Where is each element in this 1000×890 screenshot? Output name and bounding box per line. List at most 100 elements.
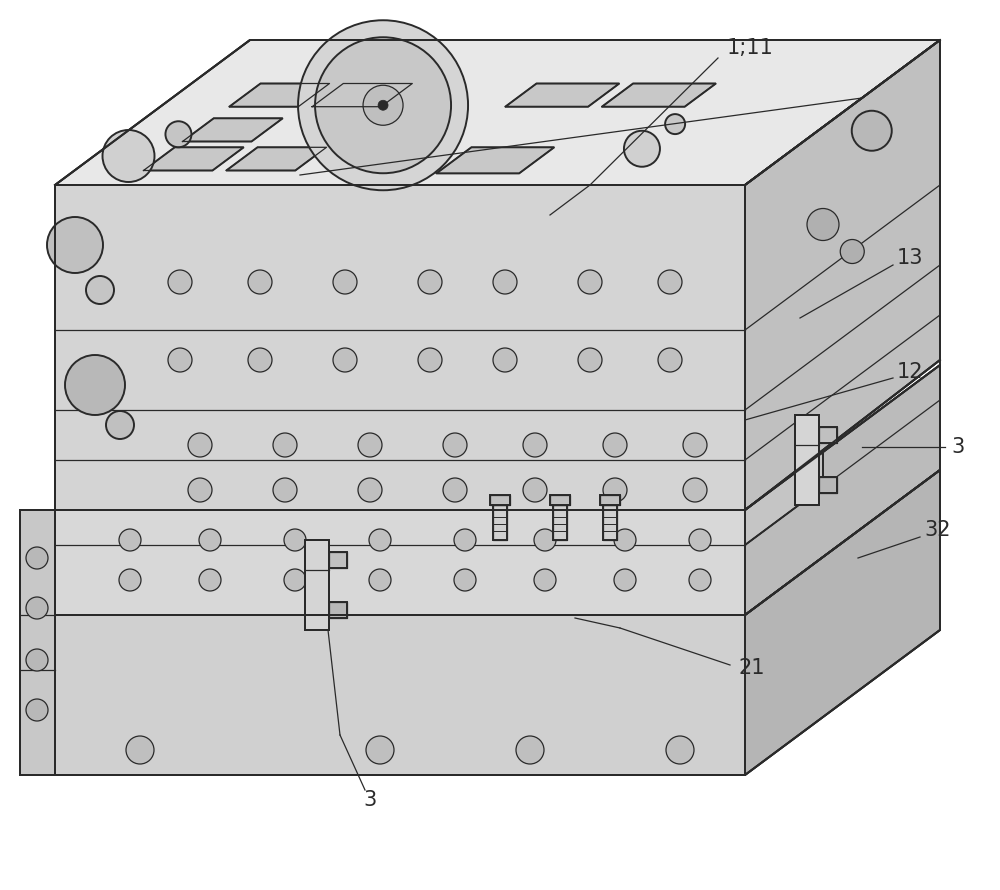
Circle shape	[26, 597, 48, 619]
Circle shape	[363, 85, 403, 125]
Circle shape	[284, 569, 306, 591]
Circle shape	[418, 270, 442, 294]
Circle shape	[493, 270, 517, 294]
Text: 3: 3	[363, 790, 377, 810]
Circle shape	[47, 217, 103, 273]
Circle shape	[358, 433, 382, 457]
Circle shape	[683, 433, 707, 457]
Polygon shape	[745, 452, 823, 545]
Circle shape	[369, 529, 391, 551]
Circle shape	[26, 649, 48, 671]
Polygon shape	[795, 415, 819, 505]
Polygon shape	[329, 552, 347, 568]
Circle shape	[333, 348, 357, 372]
Polygon shape	[329, 602, 347, 618]
Polygon shape	[550, 495, 570, 505]
Circle shape	[658, 270, 682, 294]
Polygon shape	[183, 118, 283, 142]
Polygon shape	[20, 510, 55, 775]
Circle shape	[65, 355, 125, 415]
Circle shape	[315, 37, 451, 174]
Polygon shape	[436, 148, 554, 174]
Circle shape	[603, 478, 627, 502]
Circle shape	[614, 569, 636, 591]
Circle shape	[366, 736, 394, 764]
Circle shape	[103, 130, 155, 182]
Circle shape	[516, 736, 544, 764]
Circle shape	[119, 529, 141, 551]
Circle shape	[840, 239, 864, 263]
Circle shape	[333, 270, 357, 294]
Circle shape	[443, 478, 467, 502]
Circle shape	[624, 131, 660, 166]
Polygon shape	[55, 40, 940, 185]
Circle shape	[26, 547, 48, 569]
Circle shape	[369, 569, 391, 591]
Circle shape	[852, 110, 892, 150]
Circle shape	[298, 20, 468, 190]
Text: 32: 32	[925, 520, 951, 540]
Circle shape	[807, 208, 839, 240]
Polygon shape	[745, 40, 940, 510]
Circle shape	[603, 433, 627, 457]
Circle shape	[106, 411, 134, 439]
Circle shape	[86, 276, 114, 304]
Circle shape	[188, 433, 212, 457]
Polygon shape	[745, 365, 940, 615]
Circle shape	[284, 529, 306, 551]
Circle shape	[273, 478, 297, 502]
Circle shape	[378, 101, 388, 110]
Circle shape	[454, 569, 476, 591]
Polygon shape	[55, 510, 745, 615]
Polygon shape	[226, 148, 327, 171]
Text: 12: 12	[897, 362, 923, 382]
Circle shape	[358, 478, 382, 502]
Circle shape	[443, 433, 467, 457]
Circle shape	[26, 699, 48, 721]
Circle shape	[689, 529, 711, 551]
Polygon shape	[312, 84, 412, 107]
Circle shape	[248, 270, 272, 294]
Circle shape	[666, 736, 694, 764]
Text: 21: 21	[739, 658, 765, 678]
Polygon shape	[229, 84, 330, 107]
Circle shape	[165, 121, 191, 147]
Circle shape	[248, 348, 272, 372]
Circle shape	[665, 114, 685, 134]
Circle shape	[199, 529, 221, 551]
Circle shape	[273, 433, 297, 457]
Polygon shape	[505, 84, 619, 107]
Polygon shape	[819, 477, 837, 493]
Polygon shape	[493, 505, 507, 540]
Polygon shape	[603, 505, 617, 540]
Circle shape	[683, 478, 707, 502]
Circle shape	[126, 736, 154, 764]
Circle shape	[523, 433, 547, 457]
Circle shape	[534, 529, 556, 551]
Polygon shape	[819, 427, 837, 443]
Polygon shape	[490, 495, 510, 505]
Circle shape	[168, 270, 192, 294]
Polygon shape	[55, 615, 745, 775]
Polygon shape	[600, 495, 620, 505]
Circle shape	[534, 569, 556, 591]
Circle shape	[454, 529, 476, 551]
Polygon shape	[602, 84, 716, 107]
Circle shape	[493, 348, 517, 372]
Circle shape	[418, 348, 442, 372]
Text: 1;11: 1;11	[727, 38, 773, 58]
Polygon shape	[55, 185, 745, 510]
Text: 13: 13	[897, 248, 923, 268]
Polygon shape	[144, 148, 244, 171]
Circle shape	[119, 569, 141, 591]
Circle shape	[188, 478, 212, 502]
Circle shape	[523, 478, 547, 502]
Circle shape	[578, 348, 602, 372]
Circle shape	[689, 569, 711, 591]
Circle shape	[614, 529, 636, 551]
Text: 3: 3	[951, 437, 965, 457]
Circle shape	[168, 348, 192, 372]
Circle shape	[578, 270, 602, 294]
Circle shape	[199, 569, 221, 591]
Circle shape	[658, 348, 682, 372]
